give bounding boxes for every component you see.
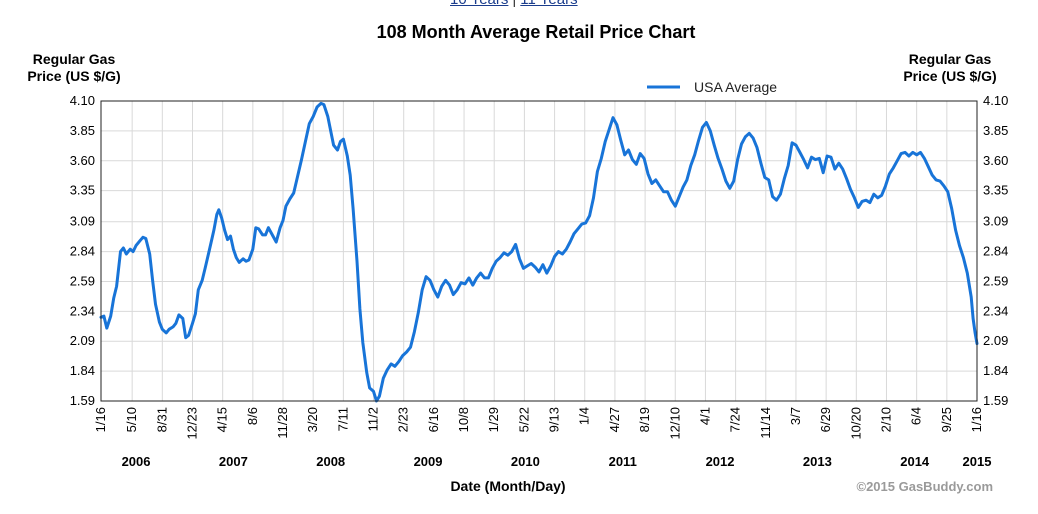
x-tick-label: 4/1: [697, 407, 712, 425]
year-label: 2013: [803, 454, 832, 469]
y-tick-label-left: 3.85: [70, 123, 95, 138]
y-tick-label-right: 3.60: [983, 153, 1008, 168]
x-tick-label: 1/16: [969, 407, 984, 432]
x-tick-label: 4/15: [215, 407, 230, 432]
y-tick-label-right: 4.10: [983, 93, 1008, 108]
year-label: 2010: [511, 454, 540, 469]
year-label: 2012: [706, 454, 735, 469]
year-label: 2009: [414, 454, 443, 469]
x-tick-label: 2/10: [878, 407, 893, 432]
y-tick-label-right: 1.84: [983, 363, 1008, 378]
y-tick-label-right: 2.34: [983, 303, 1008, 318]
x-tick-label: 12/23: [184, 407, 199, 440]
x-tick-label: 7/11: [335, 407, 350, 431]
x-tick-label: 8/31: [154, 407, 169, 432]
y-tick-label-left: 1.84: [70, 363, 95, 378]
y-tick-label-left: 3.35: [70, 183, 95, 198]
usa-average-line: [99, 101, 979, 403]
x-tick-label: 2/23: [396, 407, 411, 432]
year-label: 2014: [900, 454, 930, 469]
y-tick-label-right: 2.09: [983, 333, 1008, 348]
y-tick-label-left: 2.84: [70, 244, 95, 259]
year-labels: 2006 2007 2008 2009 2010 2011 2012 2013 2014 2015: [122, 454, 992, 469]
left-axis-title-line2: Price (US $/G): [27, 68, 120, 84]
x-axis-ticks: 1/16 5/10 8/31 12/23 4/15 8/6 11/28 3/20 7/11 11/…: [93, 407, 984, 440]
y-tick-label-right: 2.59: [983, 273, 1008, 288]
x-tick-label: 6/29: [818, 407, 833, 432]
x-tick-label: 3/7: [788, 407, 803, 425]
chart-range-links: 10 Years|11 Years: [450, 0, 578, 8]
year-label: 2015: [963, 454, 992, 469]
x-axis-title: Date (Month/Day): [450, 478, 565, 494]
y-tick-label-right: 3.35: [983, 183, 1008, 198]
x-tick-label: 11/14: [758, 407, 773, 439]
y-axis-ticks: 4.10 4.10 3.85 3.85 3.60 3.60 3.35 3.35 3.09 3.09…: [70, 93, 1009, 408]
eleven-years-link[interactable]: 11 Years: [520, 0, 577, 8]
link-separator: |: [508, 0, 520, 8]
x-tick-label: 6/4: [909, 407, 924, 425]
credit-label: ©2015 GasBuddy.com: [857, 479, 994, 494]
y-tick-label-right: 1.59: [983, 393, 1008, 408]
plot-frame: [100, 100, 978, 402]
y-tick-label-left: 2.09: [70, 333, 95, 348]
x-tick-label: 9/13: [547, 407, 562, 432]
y-tick-label-right: 2.84: [983, 244, 1008, 259]
x-tick-label: 9/25: [939, 407, 954, 432]
y-tick-label-left: 3.09: [70, 214, 95, 229]
x-tick-label: 8/6: [245, 407, 260, 425]
x-tick-label: 1/4: [577, 407, 592, 425]
x-tick-label: 11/2: [366, 407, 381, 431]
chart-title: 108 Month Average Retail Price Chart: [377, 22, 696, 42]
x-tick-label: 7/24: [728, 407, 743, 432]
right-axis-title-line2: Price (US $/G): [903, 68, 996, 84]
x-tick-label: 1/29: [486, 407, 501, 432]
ten-years-link[interactable]: 10 Years: [450, 0, 508, 8]
year-label: 2008: [316, 454, 345, 469]
x-tick-label: 1/16: [93, 407, 108, 432]
x-tick-label: 6/16: [426, 407, 441, 432]
year-label: 2006: [122, 454, 151, 469]
x-tick-label: 5/22: [516, 407, 531, 432]
x-tick-label: 10/20: [848, 407, 863, 440]
right-axis-title-line1: Regular Gas: [909, 51, 992, 67]
year-label: 2011: [609, 454, 637, 469]
y-tick-label-left: 2.59: [70, 273, 95, 288]
legend-label: USA Average: [694, 79, 777, 95]
x-tick-label: 5/10: [124, 407, 139, 432]
x-tick-label: 11/28: [275, 407, 290, 439]
series-group: [99, 101, 979, 403]
x-tick-label: 12/10: [667, 407, 682, 440]
grid: [100, 100, 978, 402]
y-tick-label-left: 1.59: [70, 393, 95, 408]
x-tick-label: 3/20: [305, 407, 320, 432]
y-tick-label-left: 3.60: [70, 153, 95, 168]
x-tick-label: 10/8: [456, 407, 471, 432]
y-tick-label-left: 2.34: [70, 303, 95, 318]
x-tick-label: 4/27: [607, 407, 622, 432]
year-label: 2007: [219, 454, 248, 469]
y-tick-label-right: 3.09: [983, 214, 1008, 229]
x-tick-label: 8/19: [637, 407, 652, 432]
y-tick-label-right: 3.85: [983, 123, 1008, 138]
left-axis-title-line1: Regular Gas: [33, 51, 116, 67]
y-tick-label-left: 4.10: [70, 93, 95, 108]
